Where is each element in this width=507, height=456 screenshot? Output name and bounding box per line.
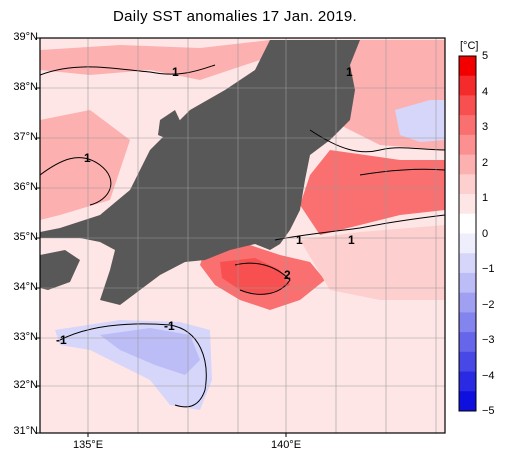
colorbar-tick: −2 xyxy=(482,299,495,311)
lat-label: 36°N xyxy=(13,181,38,193)
colorbar-swatch xyxy=(459,233,476,254)
colorbar-tick: 1 xyxy=(482,192,489,204)
colorbar-swatch xyxy=(459,351,476,373)
land-noto xyxy=(158,110,182,140)
colorbar-frame xyxy=(458,55,477,412)
lon-label: 140°E xyxy=(270,439,302,451)
lat-label: 34°N xyxy=(13,281,38,293)
colorbar-swatch xyxy=(459,56,476,77)
colorbar-swatch xyxy=(459,213,476,234)
map-frame xyxy=(39,37,446,434)
colorbar-swatch xyxy=(459,194,476,215)
lat-label: 31°N xyxy=(13,425,38,437)
lat-label: 37°N xyxy=(13,131,38,143)
colorbar-swatch xyxy=(459,312,476,333)
colorbar-swatch xyxy=(459,272,476,294)
contour-2-east xyxy=(359,168,445,176)
colorbar-swatch xyxy=(459,292,476,313)
lat-label: 35°N xyxy=(13,231,38,243)
contour-neg1 xyxy=(59,323,207,408)
colorbar-tick: 5 xyxy=(482,50,489,62)
colorbar-unit: [°C] xyxy=(460,40,479,52)
colorbar-tick: −1 xyxy=(482,263,495,275)
colorbar-tick: −4 xyxy=(482,370,495,382)
colorbar-swatch xyxy=(459,154,476,175)
graticule xyxy=(40,38,445,433)
contour-label: -1 xyxy=(164,319,175,333)
colorbar-tick: −5 xyxy=(482,405,495,417)
colorbar-swatch xyxy=(459,95,476,116)
contour-label: -1 xyxy=(56,333,67,347)
contour-1-north xyxy=(40,64,216,76)
contour-label: 1 xyxy=(172,65,179,79)
colorbar-tick: 4 xyxy=(482,86,489,98)
negative-anomaly-east xyxy=(395,100,445,142)
colorbar-swatch xyxy=(459,391,476,412)
contour-label: 1 xyxy=(296,233,303,247)
contour-1-kuroshio xyxy=(274,214,445,241)
negative-anomaly-south-core xyxy=(100,328,200,375)
contour-label: 1 xyxy=(346,65,353,79)
colorbar-tick: −3 xyxy=(482,334,495,346)
colorbar-tick: 2 xyxy=(482,157,489,169)
lat-label: 32°N xyxy=(13,379,38,391)
lat-label: 38°N xyxy=(13,81,38,93)
colorbar-swatch xyxy=(459,332,476,353)
colorbar-swatch xyxy=(459,115,476,136)
map-title: Daily SST anomalies 17 Jan. 2019. xyxy=(113,8,357,25)
anomaly-region-peak xyxy=(220,258,290,295)
contour-1-west xyxy=(40,157,112,206)
lat-label: 39°N xyxy=(13,31,38,43)
contour-2 xyxy=(234,262,291,295)
contour-label: 1 xyxy=(348,233,355,247)
contour-label: 1 xyxy=(84,151,91,165)
colorbar-swatch xyxy=(459,75,476,96)
contour-1-east xyxy=(309,129,445,153)
lat-label: 33°N xyxy=(13,331,38,343)
colorbar-tick: 0 xyxy=(482,228,489,240)
colorbar-swatch xyxy=(459,134,476,156)
land-shikoku xyxy=(40,250,80,290)
contour-label: 2 xyxy=(284,268,291,282)
colorbar xyxy=(459,56,476,412)
colorbar-tick: 3 xyxy=(482,121,489,133)
colorbar-swatch xyxy=(459,174,476,195)
colorbar-swatch xyxy=(459,253,476,274)
colorbar-swatch xyxy=(459,371,476,392)
lon-label: 135°E xyxy=(72,439,104,451)
anomaly-region-west xyxy=(40,110,130,220)
